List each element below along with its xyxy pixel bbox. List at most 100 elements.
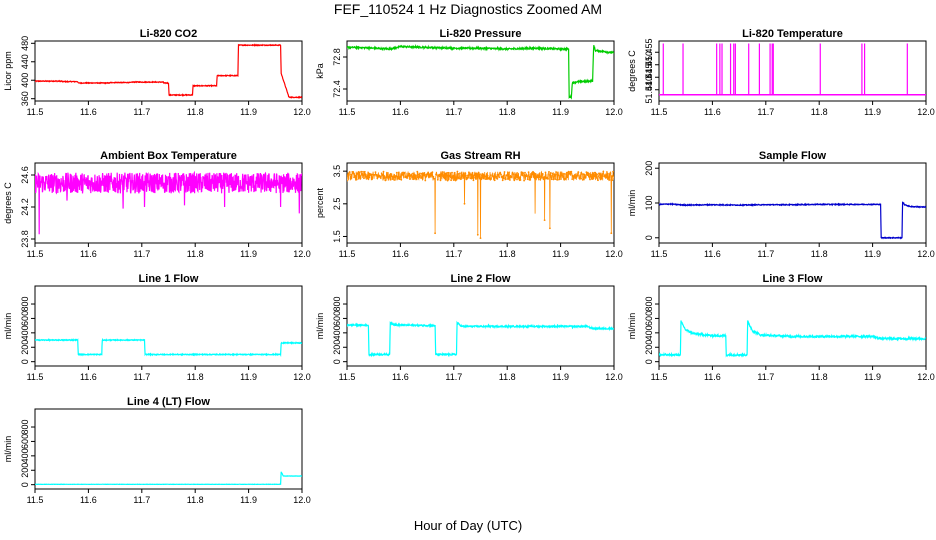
data-point (585, 171, 588, 174)
data-point (361, 174, 363, 176)
plot-frame (346, 162, 615, 244)
y-axis-label: ml/min (627, 313, 637, 340)
x-tick-label: 11.8 (187, 249, 204, 259)
y-axis-label: Licor ppm (3, 51, 13, 91)
data-point (358, 171, 361, 174)
x-tick-label: 11.9 (240, 372, 257, 382)
data-point (403, 176, 405, 178)
data-point (557, 178, 559, 181)
data-point (478, 173, 481, 175)
plot-frame (658, 285, 927, 367)
data-point (488, 176, 491, 178)
x-tick-label: 12.0 (917, 249, 935, 259)
data-point (593, 175, 596, 178)
x-tick-label: 11.7 (133, 107, 150, 117)
data-point (382, 170, 385, 173)
y-axis-label: ml/min (3, 436, 13, 463)
x-tick-label: 12.0 (605, 372, 623, 382)
x-tick-label: 12.0 (293, 107, 311, 117)
data-point (453, 171, 456, 174)
plot-frame (346, 40, 615, 102)
series-line (347, 169, 614, 239)
data-point (451, 171, 453, 174)
panel-pressure: Li-820 Pressure 11.5 11.6 11.7 11.8 11.9 12.0 7… (315, 28, 623, 117)
data-point (444, 172, 446, 175)
data-point (350, 173, 353, 176)
data-point (456, 170, 459, 173)
data-point (504, 178, 507, 181)
data-point (384, 179, 387, 182)
data-point (513, 179, 516, 182)
data-point (588, 173, 590, 175)
series-line (35, 170, 302, 235)
data-point (503, 171, 506, 173)
data-point (549, 227, 551, 230)
y-tick-label: 360 (20, 91, 30, 106)
y-tick-label: 1.5 (332, 230, 342, 243)
plot-frame (34, 285, 303, 367)
x-tick-label: 11.7 (757, 249, 774, 259)
data-point (401, 171, 404, 174)
x-tick-label: 12.0 (293, 495, 311, 505)
data-point (507, 173, 509, 176)
data-point (538, 173, 541, 176)
data-point (602, 170, 605, 173)
data-point (505, 174, 508, 176)
y-tick-label: 800 (644, 297, 654, 312)
data-point (472, 179, 475, 182)
data-point (498, 176, 501, 179)
y-tick-label: 24.2 (20, 198, 30, 216)
data-point (568, 172, 571, 175)
x-tick-label: 11.7 (445, 372, 462, 382)
data-point (445, 172, 448, 175)
y-tick-label: 51.440 (644, 76, 654, 104)
data-point (515, 175, 517, 178)
data-point (555, 171, 558, 173)
data-point (495, 176, 498, 178)
data-point (387, 177, 389, 179)
y-tick-label: 72.4 (332, 80, 342, 98)
data-point (577, 171, 580, 173)
x-tick-label: 11.7 (133, 249, 150, 259)
y-tick-label: 51.445 (644, 63, 654, 91)
data-point (544, 171, 547, 174)
data-point (475, 178, 477, 180)
data-point (417, 176, 420, 179)
y-axis-label: ml/min (627, 190, 637, 217)
y-tick-label: 800 (20, 420, 30, 435)
panel-title: Line 3 Flow (763, 273, 823, 285)
data-point (551, 172, 554, 175)
data-point (403, 171, 406, 174)
data-point (490, 178, 493, 180)
data-point (464, 172, 467, 175)
data-point (580, 177, 582, 180)
data-point (560, 172, 563, 175)
data-point (390, 173, 393, 175)
y-tick-label: 0 (644, 235, 654, 240)
y-tick-label: 400 (20, 325, 30, 340)
data-point (529, 179, 532, 181)
data-point (493, 176, 495, 179)
y-tick-label: 0 (20, 482, 30, 487)
data-point (363, 170, 366, 173)
data-point (576, 174, 579, 177)
x-tick-label: 11.9 (552, 249, 569, 259)
x-tick-label: 11.6 (392, 107, 409, 117)
data-point (452, 179, 455, 181)
data-point (434, 232, 436, 235)
data-point (410, 175, 412, 177)
data-point (607, 176, 610, 179)
x-tick-label: 11.8 (187, 372, 204, 382)
data-point (356, 172, 359, 175)
y-tick-label: 400 (332, 325, 342, 340)
data-point (370, 173, 372, 176)
x-tick-label: 11.6 (392, 249, 409, 259)
data-point (374, 171, 377, 173)
data-point (409, 178, 412, 180)
data-point (489, 174, 492, 176)
data-point (375, 174, 378, 176)
y-tick-label: 400 (20, 448, 30, 463)
x-tick-label: 11.6 (80, 495, 97, 505)
data-point (416, 170, 419, 173)
data-point (420, 177, 422, 179)
